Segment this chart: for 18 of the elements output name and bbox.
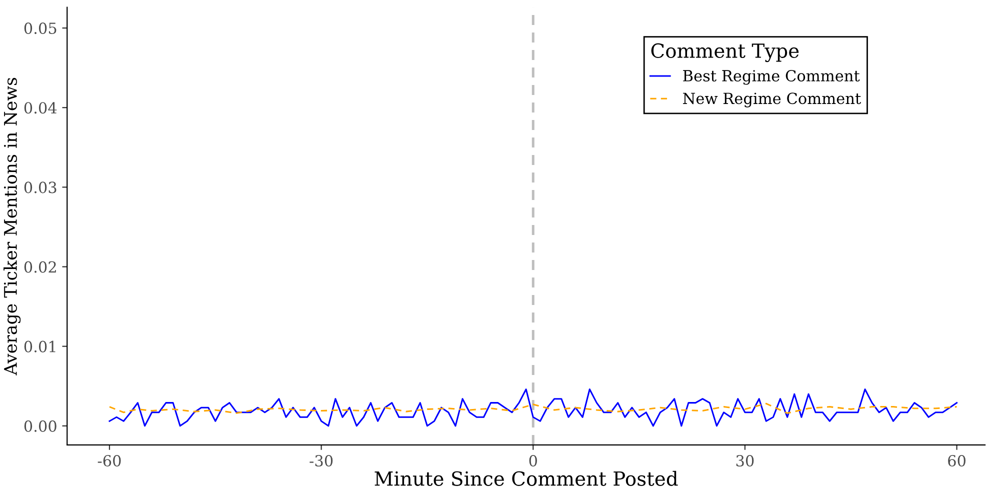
x-tick-label: 60 (948, 454, 966, 467)
legend-label: New Regime Comment (683, 92, 861, 108)
y-tick-label: 0.02 (24, 261, 56, 273)
line-series (108, 388, 958, 427)
legend-title: Comment Type (651, 43, 799, 62)
y-tick-label: 0.01 (24, 340, 56, 352)
legend-label: Best Regime Comment (683, 70, 860, 85)
x-tick-label: 0 (529, 454, 537, 467)
x-axis-title: Minute Since Comment Posted (374, 470, 678, 486)
y-axis-title: Average Ticker Mentions in News (4, 78, 21, 376)
y-tick-label: 0.00 (24, 420, 56, 432)
line-series (108, 402, 958, 414)
x-tick-label: -60 (98, 454, 121, 467)
x-tick-label: 30 (736, 454, 754, 467)
y-tick-label: 0.03 (24, 182, 56, 194)
x-tick-label: -30 (310, 454, 333, 467)
y-tick-label: 0.04 (24, 102, 57, 114)
y-tick-label: 0.05 (24, 22, 56, 34)
